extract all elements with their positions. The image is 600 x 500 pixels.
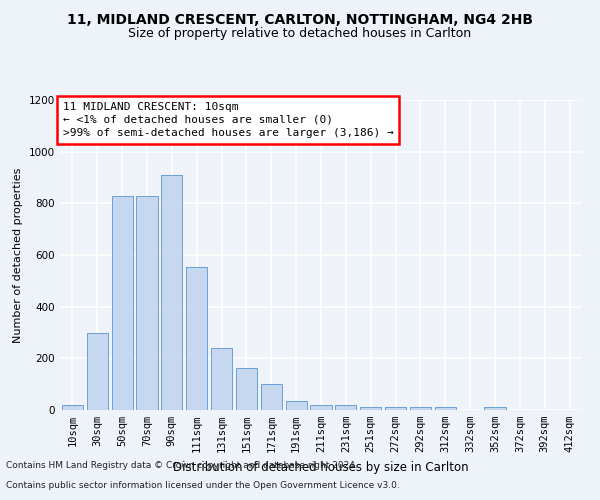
Text: Contains HM Land Registry data © Crown copyright and database right 2024.: Contains HM Land Registry data © Crown c…: [6, 461, 358, 470]
Bar: [112, 196, 133, 410]
Text: 11 MIDLAND CRESCENT: 10sqm
← <1% of detached houses are smaller (0)
>99% of semi: 11 MIDLAND CRESCENT: 10sqm ← <1% of deta…: [62, 102, 394, 138]
Text: 11, MIDLAND CRESCENT, CARLTON, NOTTINGHAM, NG4 2HB: 11, MIDLAND CRESCENT, CARLTON, NOTTINGHA…: [67, 12, 533, 26]
Bar: [435, 408, 456, 410]
Bar: [385, 408, 406, 410]
Bar: [484, 408, 506, 410]
Text: Contains public sector information licensed under the Open Government Licence v3: Contains public sector information licen…: [6, 481, 400, 490]
Bar: [310, 405, 332, 410]
Bar: [335, 405, 356, 410]
Bar: [360, 408, 381, 410]
Text: Size of property relative to detached houses in Carlton: Size of property relative to detached ho…: [128, 28, 472, 40]
Bar: [87, 332, 108, 410]
Bar: [211, 348, 232, 410]
Bar: [136, 196, 158, 410]
Bar: [286, 401, 307, 410]
Bar: [236, 368, 257, 410]
Bar: [161, 175, 182, 410]
Bar: [186, 266, 207, 410]
X-axis label: Distribution of detached houses by size in Carlton: Distribution of detached houses by size …: [173, 460, 469, 473]
Bar: [62, 405, 83, 410]
Y-axis label: Number of detached properties: Number of detached properties: [13, 168, 23, 342]
Bar: [410, 408, 431, 410]
Bar: [261, 384, 282, 410]
